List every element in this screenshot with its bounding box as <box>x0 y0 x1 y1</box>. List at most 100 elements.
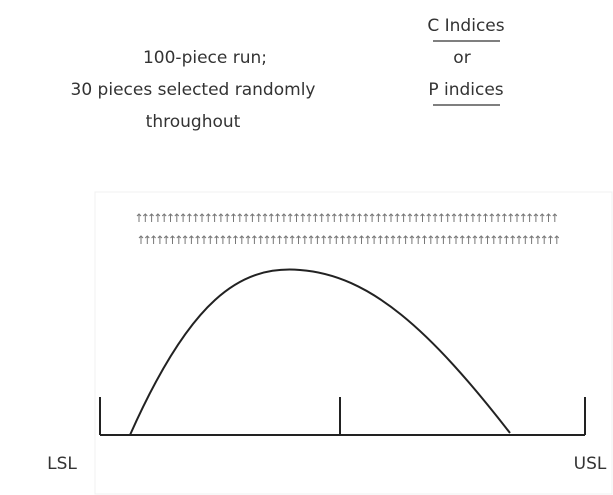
arrow <box>428 235 434 244</box>
arrow <box>533 213 539 222</box>
arrow <box>464 213 469 222</box>
arrow <box>371 235 377 244</box>
arrow <box>277 235 282 244</box>
arrow <box>363 213 369 222</box>
arrow <box>388 213 394 222</box>
arrow <box>478 235 484 244</box>
arrow <box>359 235 364 244</box>
arrow <box>168 213 173 222</box>
arrow <box>333 235 339 244</box>
arrow <box>136 213 142 222</box>
arrow <box>262 213 268 222</box>
arrow <box>195 235 201 244</box>
arrow <box>258 235 264 244</box>
arrow <box>170 235 175 244</box>
arrow <box>308 235 314 244</box>
usl-label: USL <box>574 454 607 474</box>
arrow <box>187 213 192 222</box>
sample-arrows <box>136 213 560 244</box>
arrow <box>142 213 148 222</box>
arrow <box>315 235 320 244</box>
arrow <box>226 235 232 244</box>
arrow <box>313 213 318 222</box>
arrow <box>199 213 205 222</box>
arrow <box>287 213 293 222</box>
left-text: 30 pieces selected randomly <box>71 80 316 100</box>
arrow <box>466 235 471 244</box>
arrow <box>522 235 528 244</box>
arrow <box>441 235 446 244</box>
arrow <box>415 235 421 244</box>
arrow <box>378 235 383 244</box>
arrow <box>546 213 551 222</box>
arrow <box>382 213 388 222</box>
arrow <box>256 213 262 222</box>
arrow <box>138 235 144 244</box>
arrow <box>250 213 255 222</box>
arrow <box>535 235 541 244</box>
arrow <box>340 235 345 244</box>
arrow <box>319 213 325 222</box>
arrow <box>302 235 308 244</box>
arrow <box>327 235 333 244</box>
distribution-curve <box>129 268 511 436</box>
left-text: throughout <box>146 112 241 132</box>
arrow <box>233 235 238 244</box>
arrow <box>144 235 150 244</box>
arrow <box>149 213 154 222</box>
arrow <box>161 213 167 222</box>
arrow <box>163 235 169 244</box>
arrow <box>294 213 299 222</box>
arrow <box>491 235 497 244</box>
arrow <box>483 213 488 222</box>
arrow <box>413 213 419 222</box>
arrow <box>485 235 490 244</box>
arrow <box>245 235 251 244</box>
panel <box>94 191 613 495</box>
arrow <box>508 213 514 222</box>
arrow <box>489 213 495 222</box>
arrow <box>407 213 413 222</box>
arrow <box>514 213 520 222</box>
right-text: P indices <box>428 80 503 100</box>
arrow <box>212 213 217 222</box>
arrow <box>252 235 257 244</box>
arrow <box>539 213 545 222</box>
arrow <box>270 235 276 244</box>
arrow <box>396 235 402 244</box>
arrow <box>205 213 211 222</box>
arrow <box>275 213 280 222</box>
arrow <box>352 235 358 244</box>
arrow <box>155 213 161 222</box>
arrow <box>447 235 453 244</box>
arrow <box>394 213 400 222</box>
arrow <box>300 213 306 222</box>
arrow <box>497 235 503 244</box>
arrow <box>502 213 507 222</box>
arrow <box>151 235 156 244</box>
left-text: 100-piece run; <box>143 48 267 68</box>
arrow <box>432 213 438 222</box>
arrow <box>218 213 224 222</box>
arrow <box>214 235 219 244</box>
arrow <box>510 235 516 244</box>
arrow <box>283 235 289 244</box>
arrow <box>459 235 465 244</box>
arrow <box>306 213 312 222</box>
arrow <box>157 235 163 244</box>
arrow <box>554 235 560 244</box>
arrow <box>231 213 236 222</box>
arrow <box>321 235 327 244</box>
arrow <box>331 213 337 222</box>
arrow <box>243 213 249 222</box>
arrow <box>281 213 287 222</box>
arrow <box>420 213 425 222</box>
arrow <box>403 235 408 244</box>
arrow <box>541 235 547 244</box>
arrow <box>520 213 526 222</box>
arrow <box>207 235 213 244</box>
arrow <box>457 213 463 222</box>
arrow <box>445 213 451 222</box>
arrow <box>422 235 427 244</box>
